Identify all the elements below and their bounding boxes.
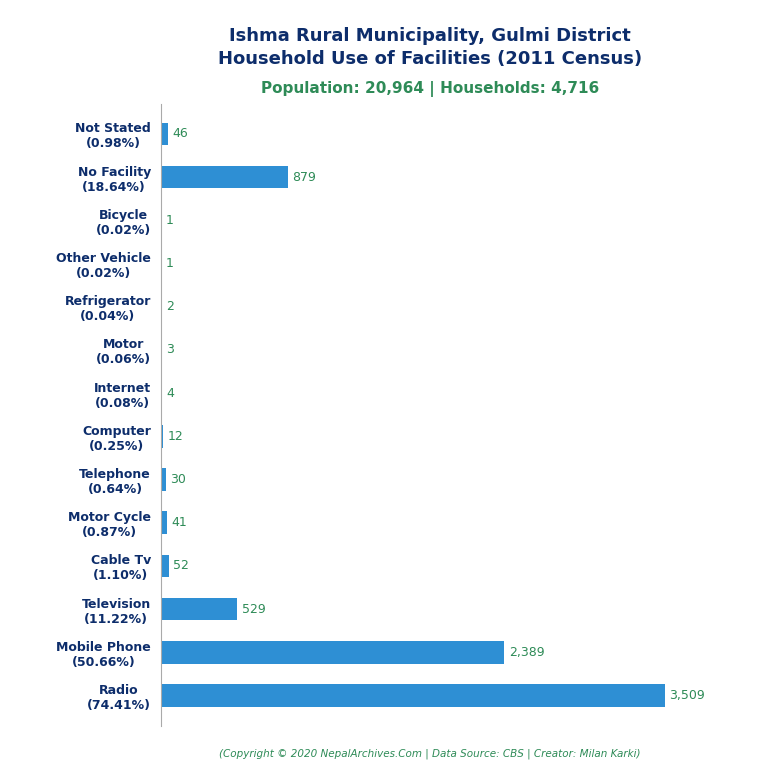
Bar xyxy=(161,468,166,491)
Text: 2: 2 xyxy=(166,300,174,313)
Bar xyxy=(161,598,237,621)
Text: 46: 46 xyxy=(172,127,188,141)
Text: Population: 20,964 | Households: 4,716: Population: 20,964 | Households: 4,716 xyxy=(261,81,599,97)
Text: (Copyright © 2020 NepalArchives.Com | Data Source: CBS | Creator: Milan Karki): (Copyright © 2020 NepalArchives.Com | Da… xyxy=(220,748,641,759)
Text: Household Use of Facilities (2011 Census): Household Use of Facilities (2011 Census… xyxy=(218,50,642,68)
Text: 529: 529 xyxy=(242,603,265,616)
Bar xyxy=(161,641,505,664)
Bar xyxy=(161,425,163,448)
Text: 12: 12 xyxy=(167,430,183,443)
Text: Ishma Rural Municipality, Gulmi District: Ishma Rural Municipality, Gulmi District xyxy=(229,27,631,45)
Bar xyxy=(161,511,167,534)
Text: 3: 3 xyxy=(166,343,174,356)
Text: 2,389: 2,389 xyxy=(508,646,545,659)
Bar xyxy=(161,554,169,578)
Text: 52: 52 xyxy=(173,559,189,572)
Text: 879: 879 xyxy=(292,170,316,184)
Text: 1: 1 xyxy=(166,214,174,227)
Text: 1: 1 xyxy=(166,257,174,270)
Text: 3,509: 3,509 xyxy=(670,689,705,702)
Text: 4: 4 xyxy=(166,386,174,399)
Bar xyxy=(161,684,665,707)
Bar xyxy=(161,123,168,145)
Text: 41: 41 xyxy=(171,516,187,529)
Text: 30: 30 xyxy=(170,473,186,486)
Bar xyxy=(161,166,287,188)
